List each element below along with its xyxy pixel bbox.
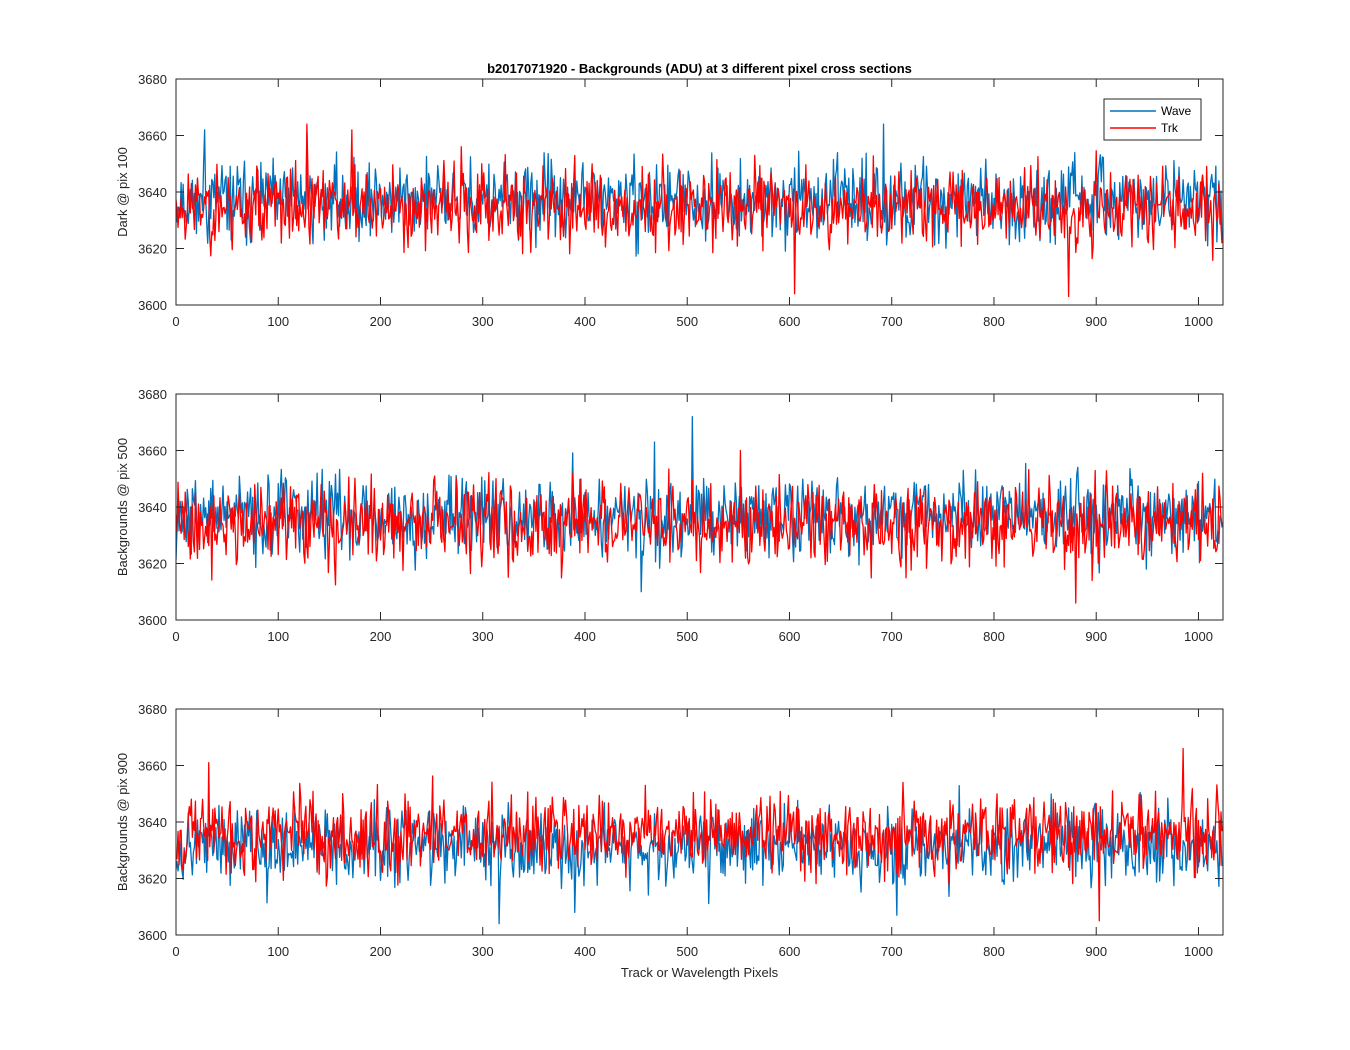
y-tick-label: 3620 [138, 242, 167, 257]
x-tick-label: 500 [676, 629, 698, 644]
x-tick-label: 900 [1085, 314, 1107, 329]
x-tick-label: 900 [1085, 944, 1107, 959]
x-tick-label: 300 [472, 629, 494, 644]
x-tick-label: 500 [676, 314, 698, 329]
y-tick-label: 3660 [138, 129, 167, 144]
x-tick-label: 400 [574, 944, 596, 959]
x-tick-label: 600 [779, 944, 801, 959]
x-tick-label: 900 [1085, 629, 1107, 644]
series-line-trk [176, 449, 1223, 604]
series-line-wave [176, 784, 1223, 925]
x-tick-label: 300 [472, 314, 494, 329]
x-axis-label: Track or Wavelength Pixels [621, 965, 779, 980]
x-tick-label: 100 [267, 629, 289, 644]
series-group [176, 747, 1223, 925]
y-tick-label: 3600 [138, 928, 167, 943]
series-line-trk [176, 123, 1223, 298]
y-axis-label: Backgrounds @ pix 900 [115, 753, 130, 891]
y-tick-label: 3620 [138, 872, 167, 887]
y-tick-label: 3620 [138, 557, 167, 572]
y-tick-label: 3640 [138, 185, 167, 200]
x-tick-label: 1000 [1184, 314, 1213, 329]
y-tick-label: 3660 [138, 444, 167, 459]
y-tick-label: 3680 [138, 702, 167, 717]
x-tick-label: 1000 [1184, 944, 1213, 959]
x-tick-label: 700 [881, 944, 903, 959]
x-tick-label: 400 [574, 314, 596, 329]
panel-2: 0 100 200 300 400 500 600 700 800 900 1000 3600 3620… [115, 387, 1224, 644]
x-tick-label: 200 [370, 314, 392, 329]
x-tick-label: 800 [983, 314, 1005, 329]
x-tick-label: 600 [779, 629, 801, 644]
x-tick-label: 0 [172, 314, 179, 329]
x-tick-label: 400 [574, 629, 596, 644]
y-tick-label: 3680 [138, 72, 167, 87]
y-axis-label: Backgrounds @ pix 500 [115, 438, 130, 576]
panel-1: 0 100 200 300 400 500 600 700 800 900 1000 3600 3620… [115, 61, 1224, 329]
legend-box [1103, 98, 1202, 141]
legend: Wave Trk [1103, 98, 1202, 141]
x-tick-label: 100 [267, 314, 289, 329]
y-tick-label: 3600 [138, 298, 167, 313]
y-tick-label: 3640 [138, 500, 167, 515]
series-line-trk [176, 747, 1223, 922]
x-tick-label: 700 [881, 314, 903, 329]
y-axis-label: Dark @ pix 100 [115, 147, 130, 237]
y-tick-label: 3680 [138, 387, 167, 402]
legend-label-trk: Trk [1161, 121, 1179, 135]
x-tick-label: 300 [472, 944, 494, 959]
series-group [176, 415, 1223, 604]
y-tick-label: 3600 [138, 613, 167, 628]
x-tick-label: 500 [676, 944, 698, 959]
panel-3: 0 100 200 300 400 500 600 700 800 900 1000 3600 3620… [115, 702, 1224, 980]
x-tick-label: 0 [172, 629, 179, 644]
x-tick-label: 0 [172, 944, 179, 959]
y-tick-label: 3660 [138, 759, 167, 774]
x-tick-label: 200 [370, 629, 392, 644]
x-tick-label: 800 [983, 629, 1005, 644]
x-tick-label: 600 [779, 314, 801, 329]
chart-title: b2017071920 - Backgrounds (ADU) at 3 dif… [487, 61, 912, 76]
x-tick-label: 100 [267, 944, 289, 959]
series-group [176, 123, 1223, 298]
x-tick-label: 800 [983, 944, 1005, 959]
legend-label-wave: Wave [1161, 104, 1192, 118]
x-tick-label: 200 [370, 944, 392, 959]
x-tick-label: 1000 [1184, 629, 1213, 644]
x-tick-label: 700 [881, 629, 903, 644]
y-tick-label: 3640 [138, 815, 167, 830]
